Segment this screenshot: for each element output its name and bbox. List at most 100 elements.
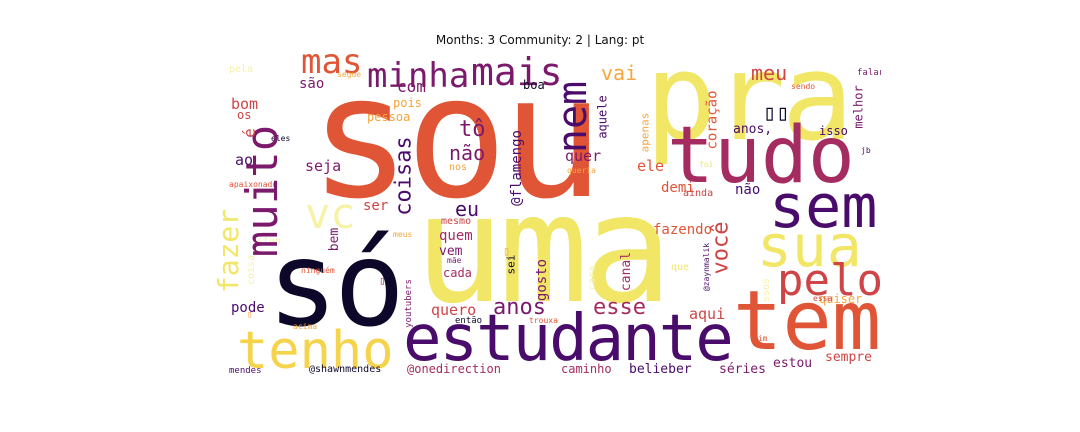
word-demi: demi [661, 180, 695, 196]
word-mae: mãe [447, 256, 462, 265]
word-bem: bem [327, 227, 343, 252]
word-vc: vc [305, 189, 356, 238]
word-aqui: aqui [689, 305, 726, 323]
word-to: tô [459, 117, 486, 142]
word-isso: isso [819, 124, 848, 138]
word-gosto: gosto [534, 258, 551, 302]
word-e: é [239, 128, 259, 138]
word-sou: sou [309, 49, 604, 237]
word-ssos: ssos [761, 277, 773, 303]
word-acima: acima [293, 322, 318, 331]
word-ao: ao [235, 151, 254, 169]
word-mendes: mendes [229, 366, 262, 376]
word-flamengo: @flamengo [508, 130, 525, 206]
word-sua: sua [757, 212, 862, 280]
word-os: os [237, 108, 252, 122]
word-apenas: apenas [638, 112, 652, 153]
word-mim: mim [753, 334, 768, 343]
word-nem: nem [550, 80, 597, 154]
word-voce: você [708, 221, 734, 275]
word-sendo: sendo [791, 82, 816, 91]
word-zaynmalik: @zaynmalik [702, 242, 712, 292]
word-sem: sem [769, 172, 878, 242]
word-anos-comma: anos, [733, 122, 773, 137]
chart-title: Months: 3 Community: 2 | Lang: pt [435, 33, 645, 47]
word-esse: esse [593, 295, 646, 320]
word-cada: cada [443, 266, 472, 280]
word-belieber: belieber [629, 362, 692, 377]
word-ele: ele [637, 157, 665, 175]
word-segue: segue [337, 70, 362, 79]
word-pois: pois [393, 96, 422, 110]
word-nos: nos [449, 162, 468, 173]
word-mesmo: mesmo [441, 216, 472, 227]
word-fazendo: fazendo [653, 222, 713, 238]
word-quero: quero [431, 301, 477, 319]
word-coisa: coisa [246, 254, 258, 286]
word-vai: vai [601, 61, 638, 85]
word-estudante: estudante [403, 302, 734, 376]
word-ninguem: ninguém [301, 266, 335, 275]
word-coisas: coisas [391, 136, 417, 216]
word-nao2: não [735, 182, 761, 198]
word-youtubers: youtubers [403, 279, 414, 328]
word-box-small-1: ▯ [503, 244, 511, 258]
word-shawnmendes: @shawnmendes [309, 364, 382, 375]
word-aquele: aquele [595, 95, 610, 139]
word-foi: foi [699, 160, 714, 169]
word-fazer: fazer [217, 208, 246, 294]
word-box-small-3: ▯ [247, 310, 253, 320]
word-apaixonado: apaixonado [229, 180, 278, 189]
word-queria: queria [567, 166, 596, 175]
word-uma: uma [414, 163, 673, 337]
word-sempre: sempre [825, 350, 872, 365]
word-jb: jb [861, 146, 871, 155]
word-eles: eles [271, 134, 291, 143]
word-seja: seja [305, 157, 342, 175]
word-pra: pra [645, 49, 854, 168]
word-pelo: pelo [777, 255, 881, 306]
word-boa: boa [523, 78, 545, 92]
word-que: que [671, 262, 690, 273]
word-cloud: sou uma pra só tudo tem estudante sem su… [217, 49, 881, 379]
word-tenho: tenho [237, 321, 394, 379]
word-pela: pela [229, 64, 254, 75]
word-caminho: caminho [561, 362, 612, 376]
word-melhor: melhor [851, 85, 866, 129]
word-anos: anos [493, 295, 546, 320]
word-muito: muito [237, 124, 289, 258]
word-tem: tem [733, 274, 881, 369]
word-tudo: tudo [667, 111, 855, 201]
word-falar: falar [857, 68, 881, 78]
word-ser: ser [363, 198, 389, 214]
word-meu: meu [751, 61, 788, 85]
word-mas: mas [301, 49, 363, 82]
word-canal: canal [619, 251, 635, 292]
word-cara: cara [587, 265, 599, 291]
word-eu: eu [455, 197, 480, 221]
word-sei: sei [504, 254, 518, 275]
word-so: só [267, 215, 405, 353]
word-meus: meus [393, 230, 413, 239]
word-vem: vem [439, 244, 463, 259]
word-entao: então [455, 316, 483, 326]
word-ainda: ainda [683, 188, 714, 199]
word-com: com [397, 77, 426, 96]
word-stan: stan [257, 236, 282, 247]
word-nao1: não [449, 141, 486, 165]
word-estou: estou [773, 356, 813, 371]
word-onedirection: @onedirection [407, 362, 501, 376]
word-mais: mais [471, 50, 563, 94]
word-quiser: quiser [819, 292, 863, 306]
word-boxes: ▯▯ [763, 101, 790, 126]
word-pessoa: pessoa [367, 110, 411, 124]
word-trouxa: trouxa [529, 316, 558, 325]
word-essa: essa [813, 294, 833, 303]
word-series: séries [719, 362, 766, 377]
word-bom: bom [231, 95, 259, 113]
word-coracao: coração [704, 90, 721, 150]
word-minha: minha [367, 56, 470, 96]
word-quem: quem [439, 228, 473, 244]
word-sao: são [299, 76, 325, 92]
word-quer: quer [565, 147, 602, 165]
